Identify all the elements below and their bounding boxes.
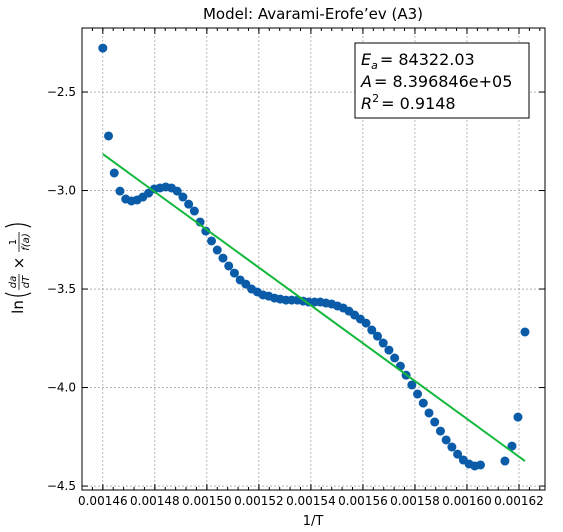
data-point — [172, 186, 182, 196]
data-point — [430, 417, 440, 427]
data-point — [367, 325, 377, 335]
data-point — [447, 442, 457, 452]
y-label-numerator: 1 — [8, 239, 19, 245]
y-axis-label: ln da dT × 1 f(a) — [4, 223, 32, 314]
data-point — [372, 331, 382, 341]
plot — [98, 43, 530, 471]
fit-line — [102, 153, 526, 462]
y-tick-label: −3.0 — [47, 184, 76, 198]
data-point — [475, 460, 485, 470]
paren — [4, 292, 32, 297]
data-point — [218, 253, 228, 263]
x-tick-label: 0.00148 — [130, 494, 180, 508]
annotation-line: R2 = 0.9148 — [361, 92, 456, 113]
annotation-symbol: A — [360, 72, 372, 91]
x-tick-label: 0.00150 — [182, 494, 232, 508]
y-label-function: ln — [9, 300, 27, 314]
data-point — [507, 441, 517, 451]
data-point — [98, 43, 108, 53]
y-tick-label: −4.0 — [47, 381, 76, 395]
data-point — [520, 327, 530, 337]
x-tick-label: 0.00152 — [234, 494, 284, 508]
data-point — [513, 412, 523, 422]
data-point — [178, 192, 188, 202]
data-point — [115, 186, 125, 196]
data-point — [453, 449, 463, 459]
data-point — [424, 408, 434, 418]
data-point — [104, 131, 114, 141]
data-point — [201, 226, 211, 236]
data-point — [435, 426, 445, 436]
data-point — [361, 318, 371, 328]
annotation-line: A = 8.396846e+05 — [360, 72, 512, 91]
annotation-value: = 0.9148 — [381, 94, 455, 113]
annotation-line: Ea = 84322.03 — [361, 50, 475, 72]
data-point — [413, 389, 423, 399]
x-tick-label: 0.00146 — [78, 494, 128, 508]
x-tick-label: 0.00156 — [338, 494, 388, 508]
x-tick-label: 0.00162 — [494, 494, 544, 508]
x-axis-label: 1/T — [303, 514, 324, 529]
annotation-subscript: a — [371, 59, 378, 72]
data-point — [500, 456, 510, 466]
data-point — [407, 380, 417, 390]
data-point — [224, 261, 234, 271]
y-label-operator: × — [10, 257, 28, 270]
y-tick-label: −4.5 — [47, 479, 76, 493]
paren — [4, 223, 32, 228]
x-tick-label: 0.00160 — [442, 494, 492, 508]
chart-title: Model: Avarami-Erofe’ev (A3) — [203, 5, 423, 23]
annotation-symbol: E — [361, 50, 372, 69]
y-label-denominator: f(a) — [21, 233, 32, 250]
annotation-superscript: 2 — [372, 92, 379, 105]
y-tick-label: −2.5 — [47, 85, 76, 99]
data-point — [212, 245, 222, 255]
data-point — [189, 206, 199, 216]
data-point — [229, 268, 239, 278]
data-point — [418, 398, 428, 408]
annotation-value: = 84322.03 — [380, 50, 475, 69]
axes: 0.00146 0.00148 0.00150 0.00152 0.00154 0.001… — [47, 28, 545, 508]
x-tick-label: 0.00158 — [390, 494, 440, 508]
y-label-denominator: dT — [21, 275, 32, 288]
data-point — [390, 353, 400, 363]
data-point — [207, 236, 217, 246]
data-point — [384, 345, 394, 355]
x-tick-label: 0.00154 — [286, 494, 336, 508]
plot-frame — [81, 27, 546, 491]
y-tick-label: −3.5 — [47, 282, 76, 296]
data-point — [441, 435, 451, 445]
annotation-box — [354, 42, 530, 119]
data-point — [109, 168, 119, 178]
data-point — [184, 199, 194, 209]
annotation-symbol: R — [361, 94, 372, 113]
y-label-numerator: da — [8, 276, 19, 288]
annotation-value: = 8.396846e+05 — [374, 72, 512, 91]
data-point — [378, 338, 388, 348]
